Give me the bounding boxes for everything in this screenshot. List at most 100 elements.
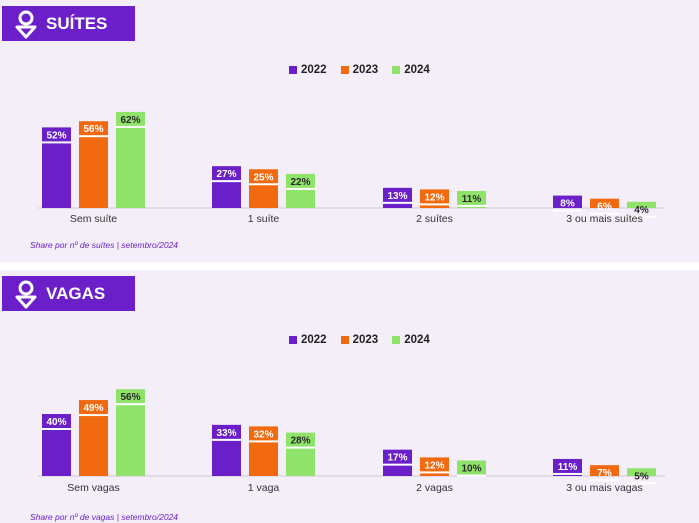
legend-item-2024: 2024: [392, 64, 430, 76]
bar-2024-2: [457, 460, 486, 476]
data-label: 13%: [387, 191, 407, 202]
suites-legend: 2022 2023 2024: [289, 64, 430, 76]
data-label: 56%: [120, 392, 140, 403]
category-label: Sem suíte: [70, 213, 117, 225]
legend-swatch-2023: [340, 336, 349, 344]
bar-divider: [116, 403, 145, 406]
data-label: 11%: [462, 194, 482, 205]
suites-panel: SUÍTES 2022 2023 2024 52% 56% 62% Sem suíte…: [0, 0, 699, 262]
bar-2023-0: [79, 400, 108, 476]
bar-2024-1: [286, 432, 315, 476]
vagas-title: VAGAS: [46, 283, 106, 303]
bar-2024-0: [116, 111, 145, 208]
bar-divider: [420, 203, 449, 206]
bar-divider: [249, 440, 278, 443]
bar-2022-3: [553, 458, 582, 476]
category-label: 1 vaga: [248, 482, 280, 494]
category-label: 2 vagas: [416, 482, 453, 494]
bar-divider: [249, 183, 278, 186]
bar-2024-3: [627, 468, 656, 476]
bar-2022-1: [212, 166, 241, 208]
vagas-source-note: Share por nº de vagas | setembro/2024: [30, 512, 179, 522]
bar-divider: [383, 463, 412, 466]
data-label: 12%: [424, 460, 444, 471]
bar-2022-2: [383, 449, 412, 476]
category-label: Sem vagas: [67, 482, 120, 494]
bar-divider: [383, 201, 412, 204]
bar-divider: [590, 479, 619, 482]
legend-swatch-2024: [392, 66, 401, 74]
bar-2022-1: [212, 424, 241, 476]
legend-label-2024: 2024: [404, 64, 430, 76]
bar-2023-3: [590, 465, 619, 476]
vagas-bar-chart: 40% 49% 56% Sem vagas 33% 32% 28% 1 vaga 17% 12% 1…: [38, 389, 665, 494]
data-label: 62%: [120, 115, 140, 126]
legend-item-2024: 2024: [392, 334, 430, 346]
suites-bar-chart: 52% 56% 62% Sem suíte 27% 25% 22% 1 suíte 13% 12%…: [38, 111, 665, 225]
bar-divider: [286, 446, 315, 449]
bar-divider: [79, 414, 108, 417]
category-label: 3 ou mais suítes: [566, 213, 642, 225]
data-label: 12%: [424, 192, 444, 203]
bar-divider: [457, 474, 486, 477]
vagas-panel: VAGAS 2022 2023 2024 40% 49% 56% Sem vagas 3…: [0, 270, 699, 523]
data-label: 52%: [46, 130, 66, 141]
suites-title: SUÍTES: [46, 13, 108, 33]
bar-divider: [212, 180, 241, 183]
bar-2024-3: [627, 201, 656, 208]
location-pin-icon: [15, 280, 37, 308]
bar-divider: [553, 209, 582, 212]
bar-2023-3: [590, 198, 619, 208]
data-label: 11%: [558, 462, 578, 473]
data-label: 4%: [634, 205, 649, 216]
data-label: 7%: [597, 468, 612, 479]
data-label: 17%: [387, 453, 407, 464]
vagas-legend: 2022 2023 2024: [289, 334, 430, 346]
vagas-title-bar: VAGAS: [2, 276, 135, 311]
data-label: 5%: [634, 471, 649, 482]
legend-item-2023: 2023: [340, 64, 379, 76]
bar-divider: [457, 204, 486, 207]
legend-item-2022: 2022: [289, 64, 327, 76]
bar-2022-0: [42, 127, 71, 208]
bar-2023-1: [249, 169, 278, 208]
category-label: 3 ou mais vagas: [566, 482, 642, 494]
legend-label-2024: 2024: [404, 334, 430, 346]
bar-divider: [212, 438, 241, 441]
data-label: 27%: [216, 169, 236, 180]
bar-divider: [42, 428, 71, 430]
legend-swatch-2024: [392, 336, 401, 344]
legend-swatch-2022: [289, 66, 297, 74]
legend-swatch-2023: [340, 66, 349, 74]
bar-2024-2: [457, 190, 486, 208]
bar-2024-1: [286, 173, 315, 208]
bar-divider: [116, 125, 145, 128]
data-label: 10%: [461, 464, 481, 475]
bar-divider: [590, 212, 619, 215]
data-label: 33%: [216, 428, 236, 439]
bar-2023-2: [420, 457, 449, 476]
bar-divider: [553, 472, 582, 475]
legend-swatch-2022: [289, 336, 297, 344]
data-label: 32%: [253, 429, 273, 440]
location-pin-icon: [15, 10, 37, 38]
legend-label-2022: 2022: [301, 64, 327, 76]
data-label: 22%: [290, 177, 310, 188]
bar-divider: [286, 187, 315, 190]
bar-2023-1: [249, 426, 278, 476]
data-label: 28%: [290, 436, 310, 447]
data-label: 6%: [597, 202, 612, 213]
bar-2022-0: [42, 414, 71, 476]
data-label: 49%: [83, 403, 103, 414]
data-label: 8%: [560, 199, 575, 210]
suites-title-bar: SUÍTES: [2, 6, 135, 41]
legend-label-2023: 2023: [352, 334, 379, 346]
bar-2023-2: [420, 189, 449, 208]
legend-label-2022: 2022: [301, 334, 327, 346]
legend-item-2022: 2022: [289, 334, 327, 346]
data-label: 25%: [253, 172, 273, 183]
data-label: 56%: [83, 124, 103, 135]
category-label: 1 suíte: [248, 213, 280, 225]
legend-label-2023: 2023: [352, 64, 379, 76]
bar-divider: [627, 482, 656, 485]
